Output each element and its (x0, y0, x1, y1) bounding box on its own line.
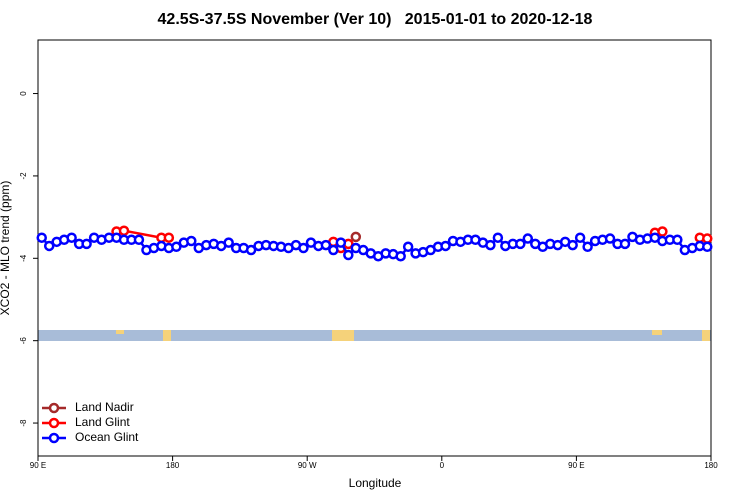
point (245, 244, 257, 256)
point (440, 240, 451, 252)
point (657, 226, 668, 237)
y-tick-label: 0 (19, 91, 28, 96)
x-tick-label: 180 (704, 461, 718, 470)
legend-label: Land Nadir (75, 400, 134, 414)
land-patch (163, 330, 171, 341)
point (702, 233, 713, 244)
land-patch (702, 330, 710, 341)
x-axis-label: Longitude (349, 476, 402, 490)
point (223, 237, 234, 248)
legend-marker (48, 432, 60, 444)
y-tick-label: -2 (19, 172, 28, 180)
point (186, 235, 197, 247)
point (81, 238, 92, 250)
y-tick-label: -6 (19, 337, 28, 345)
legend-label: Land Glint (75, 415, 130, 429)
point (298, 242, 309, 254)
point (492, 232, 504, 243)
point (574, 232, 586, 243)
legend-marker (48, 402, 60, 414)
point (328, 244, 339, 256)
point (522, 233, 534, 244)
y-tick-label: -4 (19, 254, 28, 262)
plot-frame (37, 39, 712, 457)
y-tick-label: -8 (19, 419, 28, 427)
point (66, 232, 77, 243)
land-patch (652, 330, 662, 335)
point (163, 232, 175, 243)
point (604, 233, 616, 244)
point (395, 250, 406, 262)
point (402, 241, 414, 253)
x-tick-label: 90 E (30, 461, 46, 470)
point (515, 238, 526, 250)
x-tick-label: 90 W (298, 461, 317, 470)
point (485, 239, 496, 251)
land-patch (116, 330, 124, 334)
point (702, 241, 713, 253)
point (582, 241, 593, 253)
legend-marker (48, 417, 60, 429)
surface-band (38, 330, 711, 341)
legend-label: Ocean Glint (75, 430, 139, 444)
point (335, 237, 347, 248)
x-tick-label: 180 (166, 461, 180, 470)
x-tick-label: 0 (440, 461, 445, 470)
land-patch (332, 330, 354, 341)
ocean-band (38, 330, 711, 341)
point (171, 241, 182, 253)
point (567, 239, 578, 251)
point (343, 249, 354, 261)
chart-title: 42.5S-37.5S November (Ver 10) 2015-01-01… (158, 11, 593, 28)
y-axis-label: XCO2 - MLO trend (ppm) (0, 181, 12, 316)
point (36, 232, 47, 243)
point (320, 239, 332, 251)
point (619, 238, 631, 250)
point (43, 240, 55, 252)
point (118, 225, 130, 236)
x-tick-label: 90 E (568, 461, 584, 470)
point (350, 231, 362, 243)
point (133, 234, 145, 246)
point (672, 234, 683, 246)
